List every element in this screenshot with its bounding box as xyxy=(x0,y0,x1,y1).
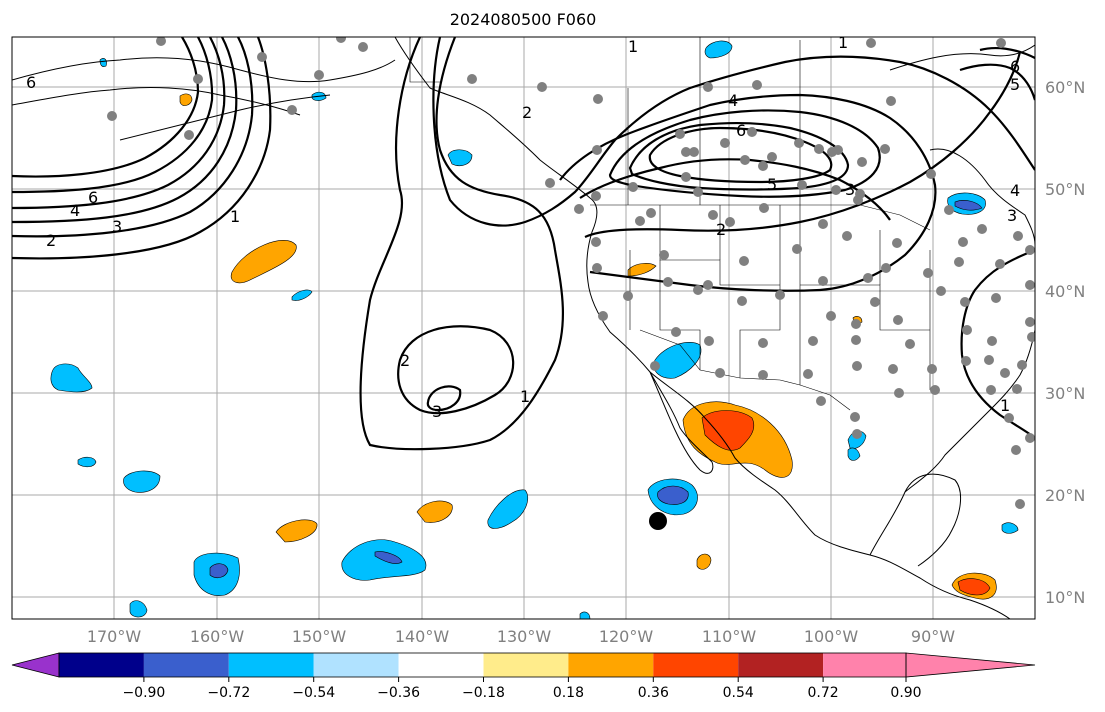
political-borders xyxy=(409,37,931,411)
longitude-labels: 170°W 160°W 150°W 140°W 130°W 120°W 110°… xyxy=(87,627,955,646)
lon-label-120w: 120°W xyxy=(599,627,654,646)
lon-label-140w: 140°W xyxy=(395,627,450,646)
lon-label-130w: 130°W xyxy=(497,627,552,646)
colorbar-segment xyxy=(313,653,399,677)
contour-label-2c: 2 xyxy=(522,103,532,122)
lat-label-10n: 10°N xyxy=(1045,588,1085,607)
colorbar-segment xyxy=(398,653,484,677)
lon-label-170w: 170°W xyxy=(87,627,142,646)
lat-label-50n: 50°N xyxy=(1045,180,1085,199)
contour-label-3b: 3 xyxy=(432,402,442,421)
colorbar-segment xyxy=(228,653,314,677)
contour-label-2b: 2 xyxy=(400,351,410,370)
lon-label-90w: 90°W xyxy=(911,627,955,646)
contour-label-3: 3 xyxy=(112,217,122,236)
contour-label-4c: 4 xyxy=(728,91,738,110)
contour-label-2: 2 xyxy=(46,231,56,250)
colorbar-tick-label: 0.54 xyxy=(723,685,754,701)
colorbar: −0.90 −0.72 −0.54 −0.36 −0.18 0.18 0.36 … xyxy=(11,652,1036,701)
map-title: 2024080500 F060 xyxy=(449,10,597,29)
contour-label-4: 4 xyxy=(70,201,80,220)
colorbar-tick-label: −0.36 xyxy=(377,685,420,701)
colorbar-tick-label: 0.72 xyxy=(808,685,839,701)
contour-labels: 2 4 3 6 1 2 3 1 2 1 4 6 5 3 2 1 6 5 4 3 … xyxy=(26,33,1020,421)
colorbar-tick-label: 0.90 xyxy=(890,685,921,701)
contour-label-6c: 6 xyxy=(736,121,746,140)
colorbar-extend-left xyxy=(11,652,60,678)
lat-label-30n: 30°N xyxy=(1045,384,1085,403)
contour-lines xyxy=(12,37,1035,451)
storm-center-marker xyxy=(649,512,667,530)
contour-label-2d: 2 xyxy=(716,220,726,239)
contour-label-1: 1 xyxy=(230,207,240,226)
contour-label-1c: 1 xyxy=(628,37,638,56)
lon-label-100w: 100°W xyxy=(804,627,859,646)
contour-label-6: 6 xyxy=(88,188,98,207)
colorbar-segment xyxy=(143,653,229,677)
station-dots xyxy=(107,37,1035,509)
map-border xyxy=(11,36,1036,620)
contour-label-4d: 4 xyxy=(1010,181,1020,200)
colorbar-extend-right xyxy=(905,652,1036,678)
lat-label-60n: 60°N xyxy=(1045,78,1085,97)
lon-label-160w: 160°W xyxy=(190,627,245,646)
contour-label-3c: 3 xyxy=(845,180,855,199)
contour-label-1e: 1 xyxy=(1000,396,1010,415)
lon-label-110w: 110°W xyxy=(702,627,757,646)
colorbar-segment xyxy=(568,653,654,677)
lon-label-150w: 150°W xyxy=(292,627,347,646)
coastlines xyxy=(12,37,1035,619)
contour-label-5c: 5 xyxy=(767,175,777,194)
colorbar-segment xyxy=(59,653,144,677)
colorbar-tick-label: −0.90 xyxy=(122,685,165,701)
colorbar-segment xyxy=(738,653,824,677)
colorbar-segment xyxy=(823,653,906,677)
contour-label-1b: 1 xyxy=(520,387,530,406)
filled-anomalies xyxy=(50,40,1019,619)
colorbar-tick-label: 0.36 xyxy=(638,685,669,701)
colorbar-segment xyxy=(653,653,739,677)
contour-label-6e: 6 xyxy=(26,73,36,92)
colorbar-tick-label: −0.18 xyxy=(462,685,505,701)
contour-label-3d: 3 xyxy=(1007,206,1017,225)
contour-label-5d: 5 xyxy=(1010,75,1020,94)
colorbar-tick-label: 0.18 xyxy=(553,685,584,701)
colorbar-segment xyxy=(483,653,569,677)
lat-label-40n: 40°N xyxy=(1045,282,1085,301)
lat-label-20n: 20°N xyxy=(1045,486,1085,505)
colorbar-tick-label: −0.54 xyxy=(292,685,335,701)
colorbar-tick-label: −0.72 xyxy=(207,685,250,701)
contour-label-6d: 6 xyxy=(1010,57,1020,76)
latitude-labels: 60°N 50°N 40°N 30°N 20°N 10°N xyxy=(1045,78,1085,607)
contour-label-1d: 1 xyxy=(838,33,848,52)
